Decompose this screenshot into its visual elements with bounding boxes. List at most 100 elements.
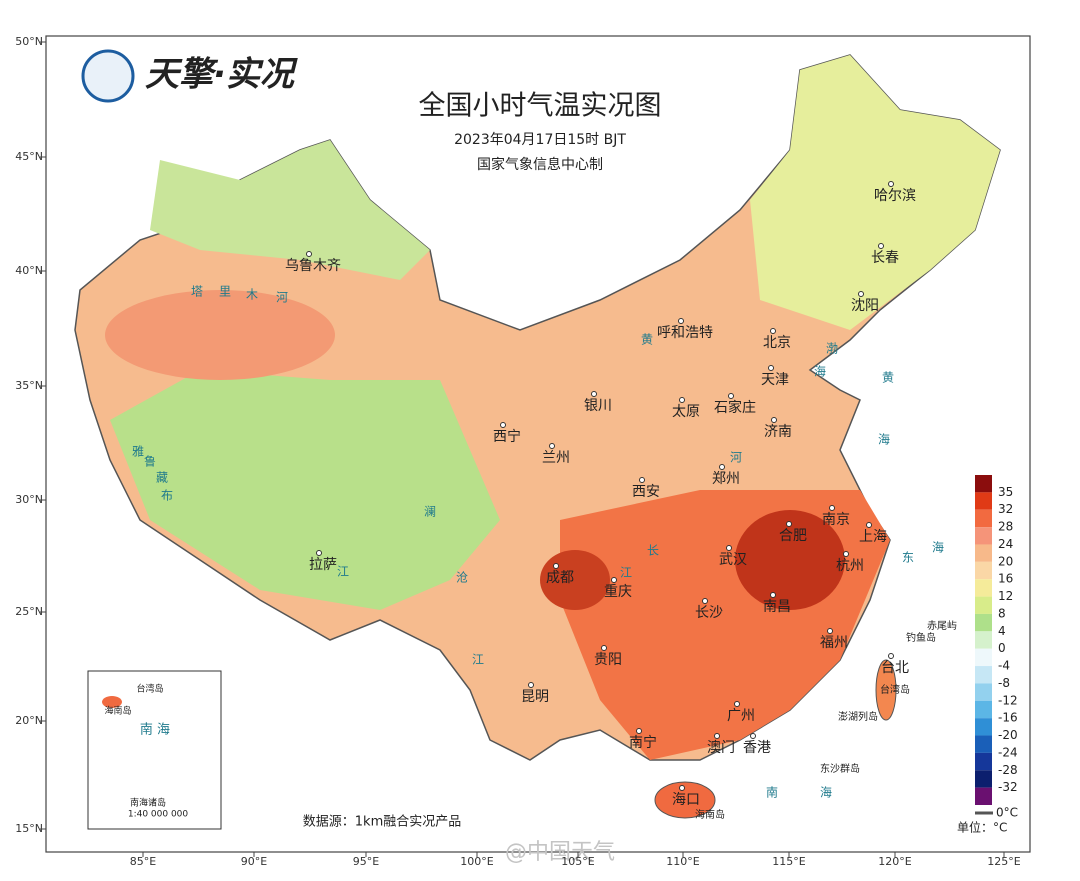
tarim-region — [105, 290, 335, 380]
north-xinjiang-region — [150, 140, 430, 280]
legend-label: 32 — [998, 502, 1013, 516]
lat-tick-label: 30°N — [15, 493, 43, 506]
city-label: 南昌 — [763, 599, 791, 615]
legend-label: 12 — [998, 589, 1013, 603]
city-dot — [316, 550, 322, 556]
city-label: 澳门 — [707, 740, 735, 756]
legend-label: 28 — [998, 520, 1013, 534]
geo-label: 雅 — [132, 444, 144, 459]
geo-label: 海 — [820, 785, 832, 800]
city-label: 拉萨 — [309, 557, 337, 573]
legend-unit: 单位：°C — [957, 820, 1007, 835]
city-label: 南京 — [822, 512, 850, 528]
inset-hainan — [102, 696, 122, 708]
city-dot — [888, 653, 894, 659]
city-dot — [500, 422, 506, 428]
legend-label: -20 — [998, 728, 1018, 742]
map-time: 2023年04月17日15时 BJT — [454, 132, 626, 148]
city-dot — [858, 291, 864, 297]
legend-swatch — [975, 752, 992, 771]
legend-swatch — [975, 648, 992, 667]
city-label: 贵阳 — [594, 652, 622, 668]
city-dot — [702, 598, 708, 604]
lon-tick-label: 100°E — [460, 855, 493, 868]
city-dot — [306, 251, 312, 257]
lat-tick-label: 25°N — [15, 605, 43, 618]
inset-label: 南海诸岛 — [130, 797, 166, 809]
city-dot — [768, 365, 774, 371]
city-dot — [679, 785, 685, 791]
lat-tick-label: 45°N — [15, 150, 43, 163]
geo-label: 东 — [902, 551, 914, 565]
city-label: 沈阳 — [851, 298, 879, 314]
lat-tick-label: 50°N — [15, 35, 43, 48]
lon-tick-label: 125°E — [987, 855, 1020, 868]
logo-icon — [81, 49, 135, 103]
city-dot — [678, 318, 684, 324]
geo-label: 长 — [647, 544, 659, 558]
lat-tick-label: 20°N — [15, 714, 43, 727]
city-dot — [771, 417, 777, 423]
taiwan — [875, 659, 897, 721]
legend-label: -28 — [998, 763, 1018, 777]
legend-swatch — [975, 700, 992, 719]
logo-text: 天擎·实况 — [145, 55, 298, 95]
geo-label: 里 — [219, 285, 231, 299]
city-dot — [528, 682, 534, 688]
geo-label: 东沙群岛 — [820, 762, 860, 775]
lon-tick-label: 105°E — [561, 855, 594, 868]
legend-swatch — [975, 770, 992, 788]
legend-swatch — [975, 613, 992, 632]
city-label: 合肥 — [779, 528, 807, 544]
geo-label: 塔 — [191, 285, 203, 299]
city-label: 福州 — [820, 635, 848, 651]
plateau-region — [110, 370, 500, 610]
geo-label: 海 — [932, 540, 944, 555]
geo-label: 黄 — [882, 371, 894, 385]
geo-label: 河 — [276, 291, 288, 305]
geo-label: 南 — [766, 785, 778, 800]
legend-label: 16 — [998, 572, 1013, 586]
city-dot — [866, 522, 872, 528]
city-label: 乌鲁木齐 — [285, 258, 341, 274]
geo-label: 海南岛 — [695, 808, 725, 821]
city-label: 太原 — [672, 404, 700, 420]
geo-label: 鲁 — [144, 455, 156, 469]
legend-swatch — [975, 787, 992, 805]
geo-label: 江 — [472, 653, 484, 667]
map-title: 全国小时气温实况图 — [419, 91, 662, 122]
legend-swatch — [975, 544, 992, 562]
legend-label: 4 — [998, 624, 1006, 638]
city-dot — [770, 592, 776, 598]
legend-label: -16 — [998, 711, 1018, 725]
city-label: 哈尔滨 — [874, 188, 916, 204]
city-label: 武汉 — [719, 552, 747, 568]
inset-label: 南 海 — [140, 722, 170, 738]
city-dot — [611, 577, 617, 583]
logo: 天擎·实况 — [81, 49, 298, 103]
geo-label: 海 — [878, 432, 890, 447]
geo-label: 钓鱼岛 — [906, 631, 936, 644]
city-label: 成都 — [546, 570, 574, 586]
city-label: 海口 — [672, 792, 700, 808]
lon-tick-label: 85°E — [130, 855, 156, 868]
legend-swatch — [975, 631, 992, 649]
geo-label: 藏 — [156, 471, 168, 485]
city-label: 济南 — [764, 424, 792, 440]
city-dot — [601, 645, 607, 651]
watermark: @中国天气 — [505, 840, 615, 865]
legend-label: 20 — [998, 554, 1013, 568]
city-label: 南宁 — [629, 734, 657, 751]
hainan — [654, 781, 716, 819]
city-dot — [679, 397, 685, 403]
legend-label: 0 — [998, 641, 1006, 655]
city-label: 银川 — [584, 398, 612, 414]
city-label: 长沙 — [695, 605, 723, 621]
city-label: 长春 — [871, 250, 899, 266]
legend-swatch — [975, 735, 992, 753]
city-dot — [827, 628, 833, 634]
legend-label: -12 — [998, 693, 1018, 707]
city-dot — [726, 545, 732, 551]
city-label: 西宁 — [493, 428, 521, 445]
